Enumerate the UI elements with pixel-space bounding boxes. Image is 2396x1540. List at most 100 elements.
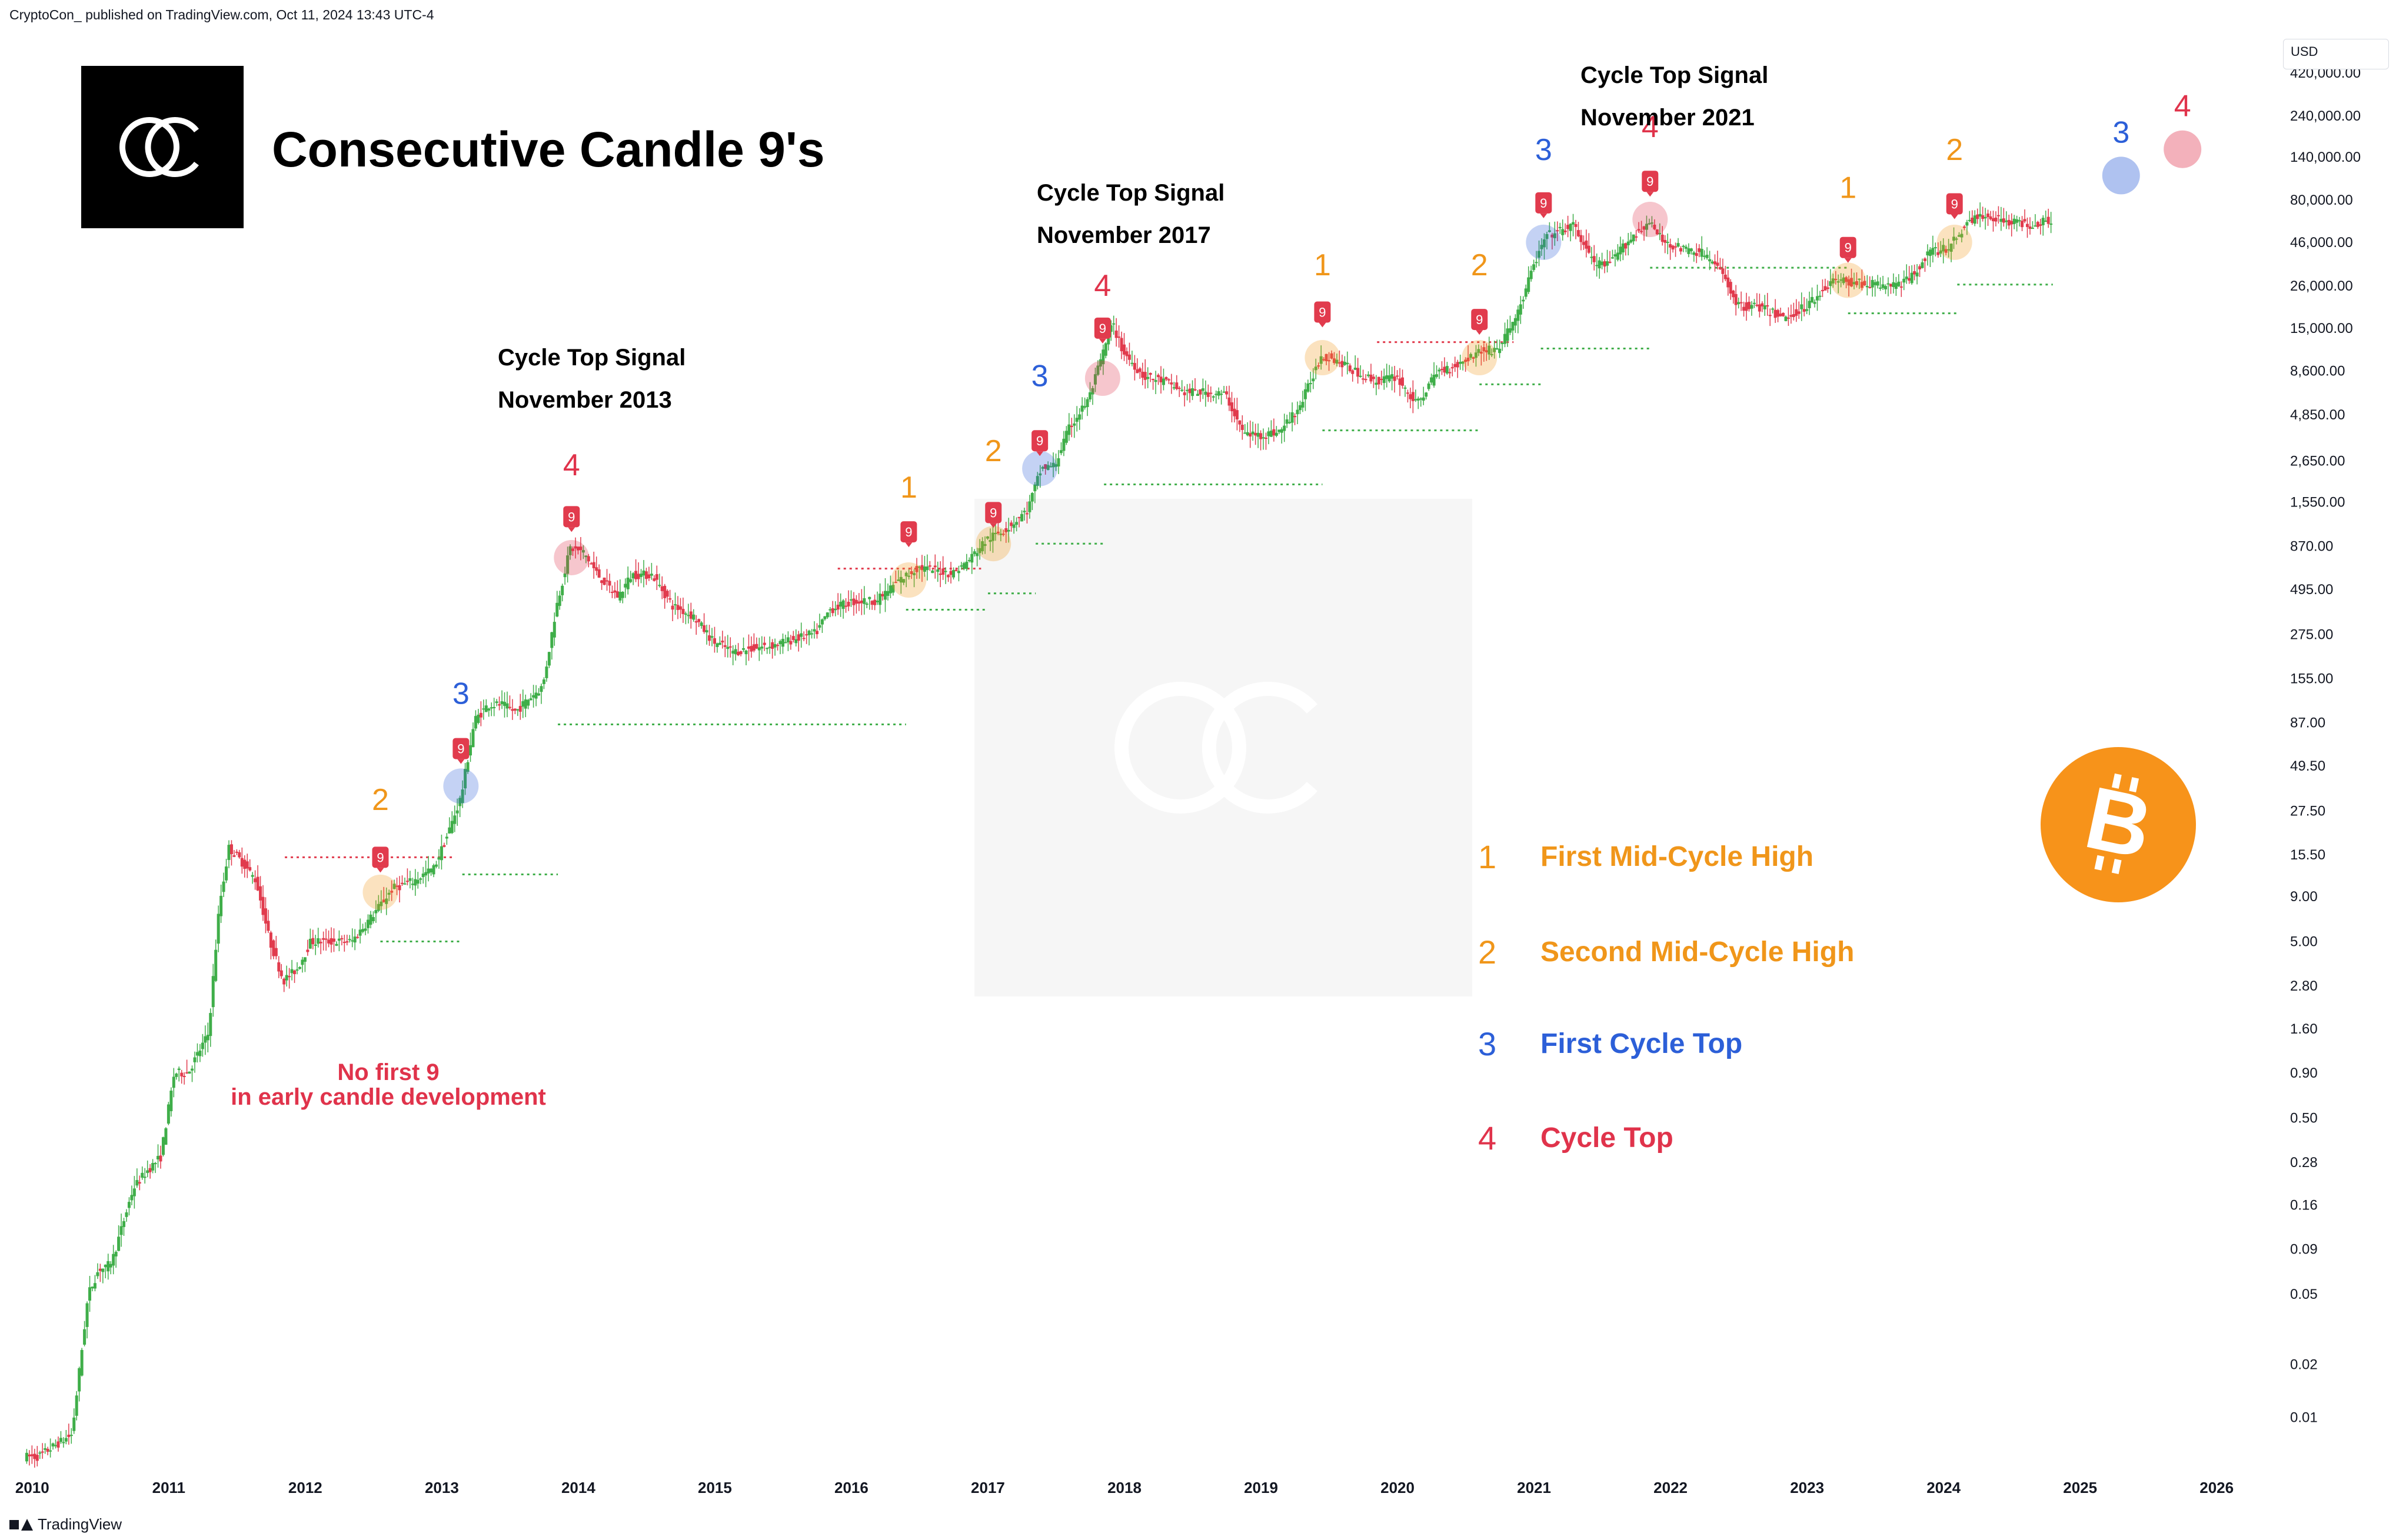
candle — [219, 895, 223, 916]
candle — [1522, 299, 1525, 302]
candle — [227, 845, 231, 860]
candle — [1356, 368, 1360, 377]
candle — [317, 938, 320, 944]
candle — [668, 598, 672, 600]
early-candle-note: No first 9 in early candle development — [218, 1060, 559, 1109]
candle — [1437, 369, 1441, 372]
candle — [427, 868, 430, 874]
candle — [193, 1057, 197, 1062]
candle — [1610, 257, 1614, 259]
candle — [380, 901, 383, 906]
y-tick-label: 27.50 — [2290, 803, 2325, 819]
candle — [954, 569, 958, 571]
candle — [597, 569, 601, 578]
legend-label-3: First Cycle Top — [1540, 1028, 1743, 1059]
candle — [1346, 362, 1349, 365]
candle — [1676, 243, 1680, 247]
candle — [757, 647, 761, 651]
candle — [1107, 333, 1110, 345]
candle — [676, 605, 680, 610]
candle — [697, 619, 701, 622]
candle — [1036, 476, 1039, 486]
nine-badge-pointer — [990, 523, 997, 528]
candle — [1742, 306, 1746, 311]
candle — [1540, 245, 1543, 249]
candle — [209, 1013, 212, 1036]
candle — [978, 548, 981, 554]
marker-number: 3 — [452, 676, 470, 711]
cycle-marker — [1305, 340, 1340, 376]
candle — [524, 699, 527, 709]
candle — [1999, 219, 2003, 222]
nine-badge — [1314, 301, 1331, 323]
candle — [1687, 248, 1690, 254]
candle — [1792, 314, 1795, 317]
candle — [710, 636, 714, 638]
candle — [1262, 437, 1265, 439]
candle — [117, 1236, 121, 1251]
candle — [1750, 305, 1753, 309]
candle — [146, 1170, 149, 1174]
candle — [450, 821, 454, 834]
candle — [1243, 432, 1247, 434]
candle — [1020, 514, 1024, 522]
nine-badge-pointer — [568, 527, 575, 532]
candle — [206, 1035, 209, 1041]
candle — [345, 941, 349, 943]
candle — [1713, 261, 1717, 265]
projection-marker — [2164, 130, 2202, 168]
candle — [1908, 278, 1911, 281]
candle — [272, 940, 275, 956]
candle — [1127, 354, 1131, 360]
candle — [1755, 304, 1759, 306]
candle — [655, 574, 658, 580]
candle — [1175, 382, 1179, 389]
candle — [791, 636, 795, 641]
candle — [747, 646, 750, 649]
candle — [259, 886, 262, 901]
candle — [1700, 249, 1703, 257]
candle — [505, 703, 509, 709]
candle — [1795, 309, 1798, 316]
candle — [1519, 304, 1522, 315]
candle — [377, 904, 380, 911]
candle — [1829, 281, 1832, 286]
candle — [1396, 375, 1399, 377]
candle — [1645, 224, 1648, 230]
candle — [1629, 239, 1633, 243]
candle — [1816, 296, 1819, 301]
candle — [728, 646, 732, 648]
candle — [1944, 249, 1948, 253]
candle — [894, 582, 897, 584]
candle — [1545, 234, 1549, 239]
candle — [1256, 432, 1260, 437]
candle — [1180, 389, 1184, 391]
currency-label[interactable]: USD — [2283, 39, 2389, 69]
candle — [67, 1434, 71, 1437]
candle — [191, 1068, 194, 1071]
x-tick-label: 2013 — [425, 1479, 459, 1496]
candle — [1453, 364, 1457, 367]
candle — [159, 1155, 162, 1162]
nine-badge-pointer — [1036, 451, 1044, 456]
candle — [723, 645, 727, 647]
x-tick-label: 2010 — [15, 1479, 49, 1496]
candle — [1240, 424, 1244, 430]
candle — [151, 1163, 155, 1171]
nine-badge-label: 9 — [1036, 434, 1043, 448]
candle — [2044, 221, 2048, 222]
candle — [561, 585, 564, 595]
candle — [1723, 274, 1727, 279]
candle — [1146, 376, 1150, 379]
candle — [167, 1104, 170, 1124]
candle — [863, 598, 866, 604]
candle — [466, 762, 470, 772]
candle — [1858, 278, 1861, 280]
candle — [1075, 418, 1079, 422]
candle — [1503, 334, 1507, 344]
candle — [1235, 410, 1239, 420]
tradingview-brand[interactable]: TradingView — [9, 1515, 122, 1534]
candle — [1989, 216, 1992, 219]
candle — [876, 601, 879, 602]
